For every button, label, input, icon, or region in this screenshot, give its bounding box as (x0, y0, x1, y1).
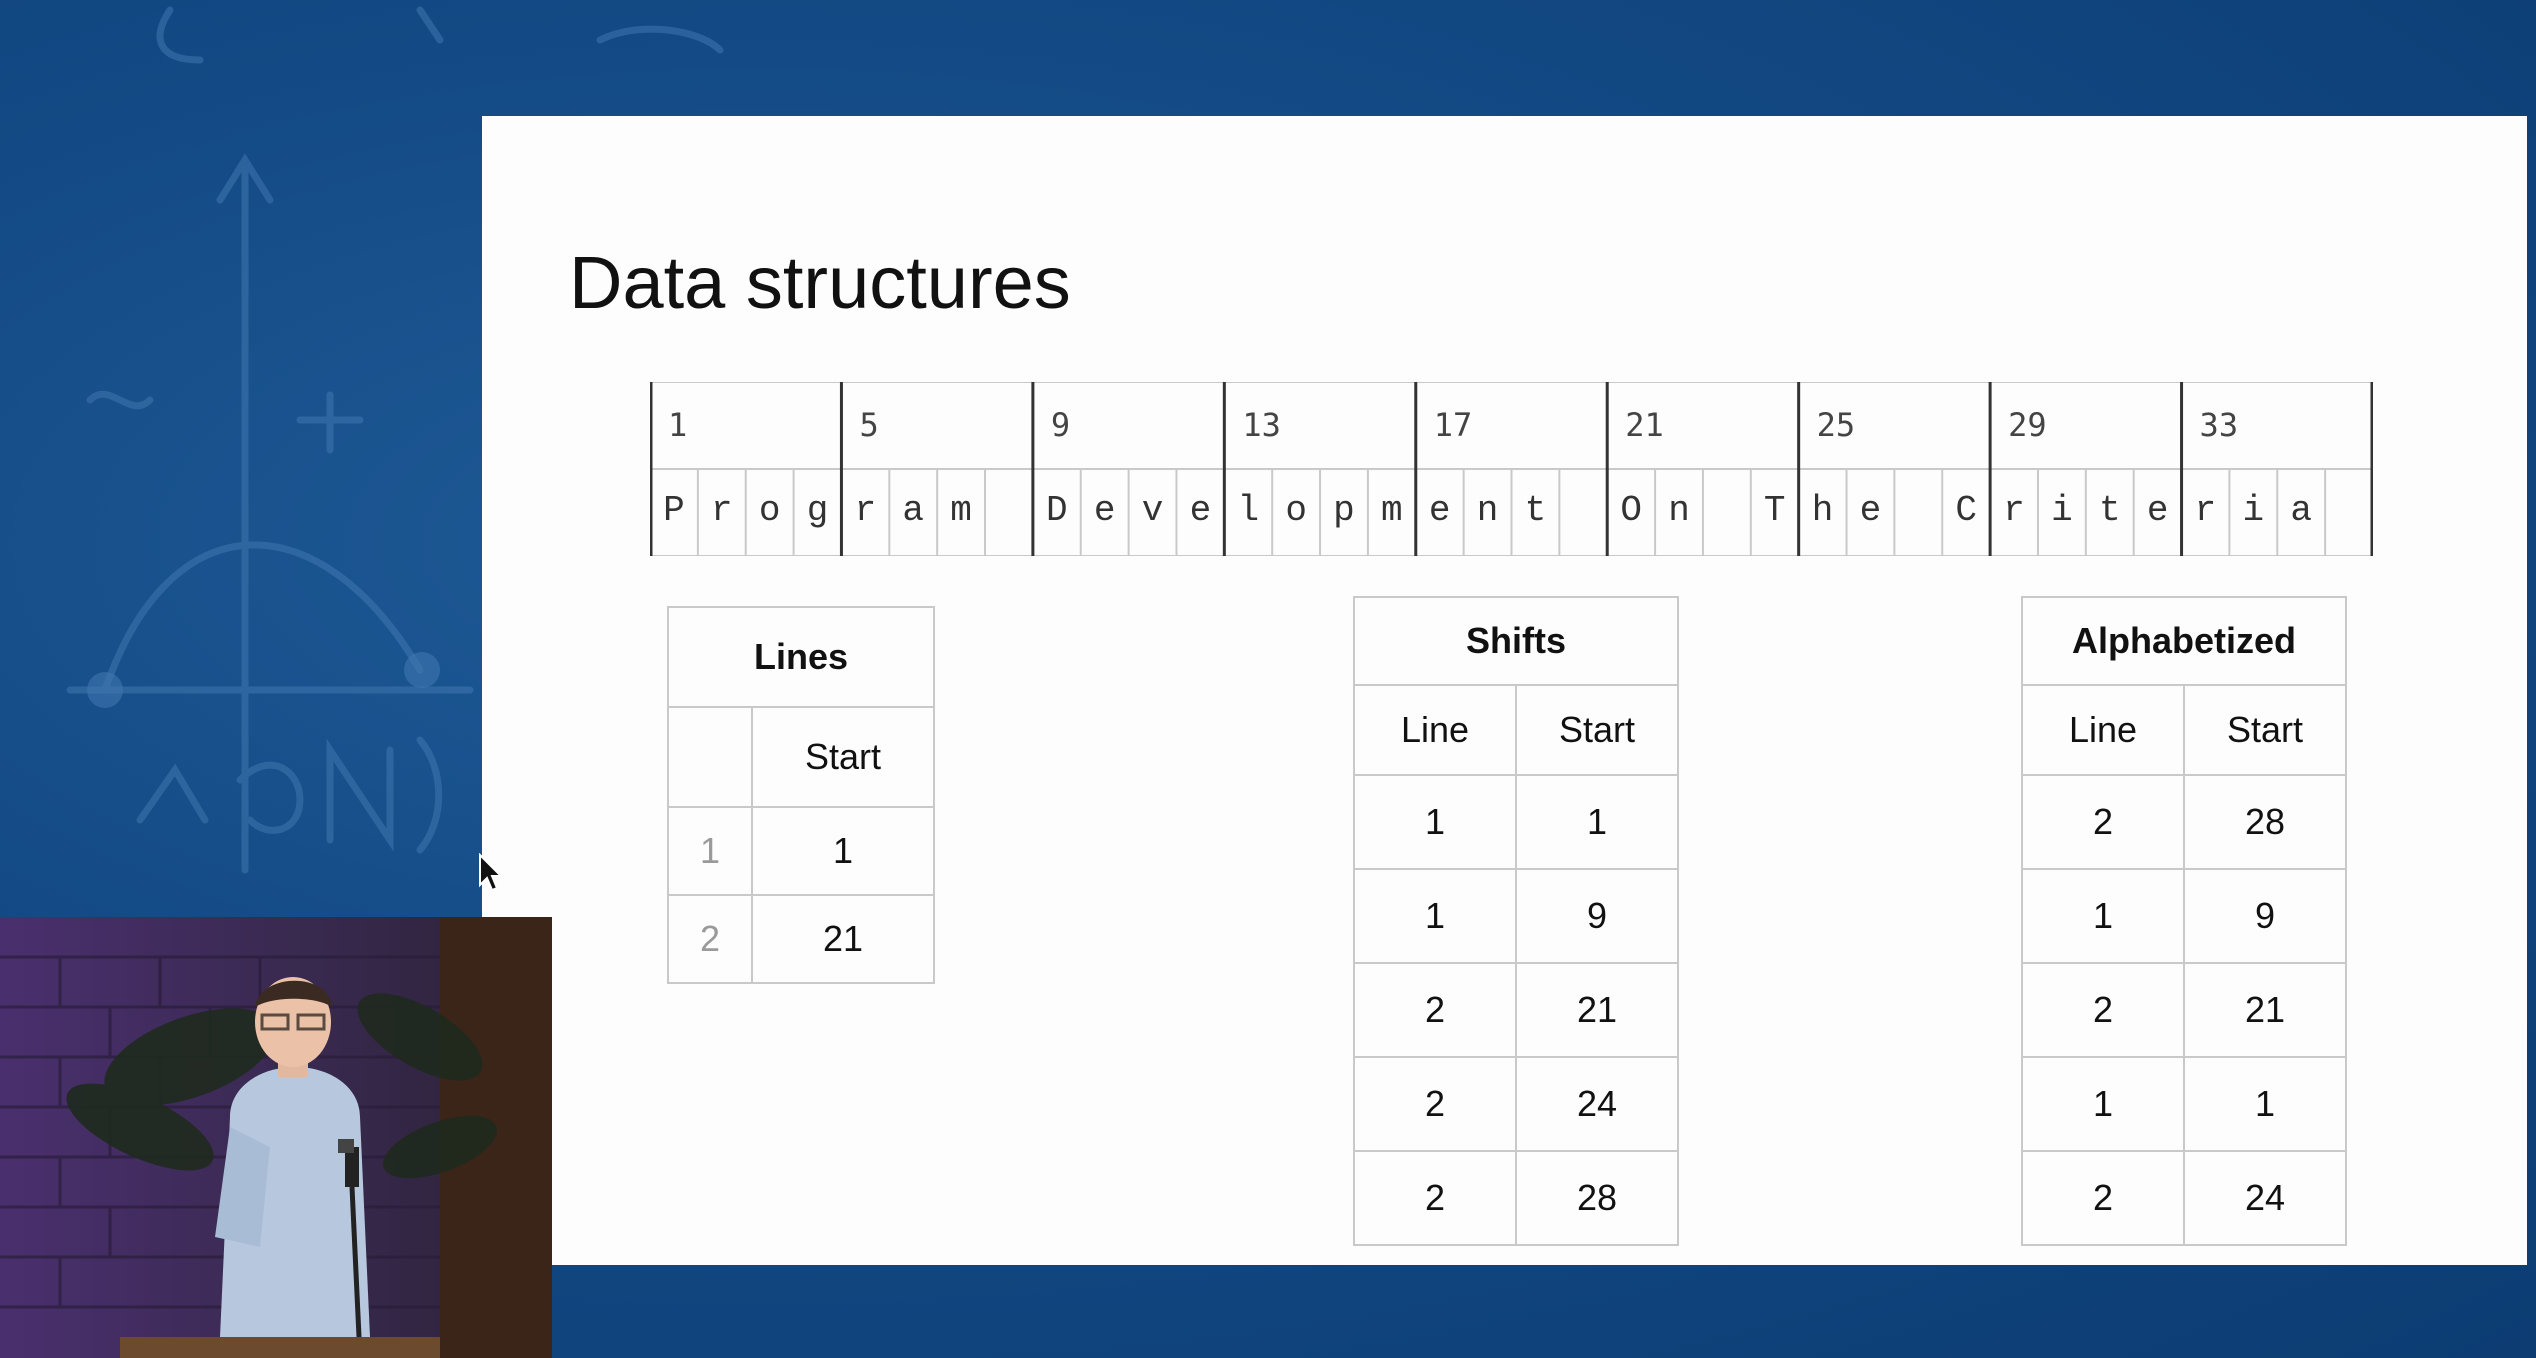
memory-char-cell: v (1141, 490, 1164, 531)
table-cell: 21 (1515, 962, 1679, 1058)
memory-char-cell: O (1620, 490, 1642, 531)
table-cell: 2 (1353, 1150, 1517, 1246)
table-row: 1 1 (667, 806, 935, 896)
memory-char-cell: i (2242, 490, 2265, 531)
memory-cells-grid (650, 382, 2373, 556)
table-row: 2 24 (1353, 1056, 1679, 1152)
table-cell: 2 (1353, 962, 1517, 1058)
memory-index-label: 33 (2199, 406, 2239, 444)
memory-char-cell: e (1428, 490, 1451, 531)
slide-title: Data structures (569, 241, 1071, 324)
mouse-cursor-icon (479, 853, 504, 892)
memory-char-cell: e (2146, 490, 2169, 531)
table-row: 2 21 (1353, 962, 1679, 1058)
memory-index-label: 13 (1242, 406, 1281, 444)
table-cell: 2 (2021, 774, 2185, 870)
table-row: 2 21 (2021, 962, 2347, 1058)
memory-char-cell: r (2194, 490, 2217, 531)
table-cell: 2 (1353, 1056, 1517, 1152)
memory-char-cell: P (663, 490, 685, 531)
table-cell: 1 (2021, 868, 2185, 964)
memory-char-cell: o (1285, 490, 1307, 531)
memory-index-label: 1 (668, 406, 688, 444)
memory-char-cell: n (1668, 490, 1690, 531)
table-cell: 1 (1515, 774, 1679, 870)
memory-index-label: 9 (1050, 406, 1071, 444)
memory-index-label: 29 (2008, 406, 2047, 444)
table-header-cell: Start (1515, 684, 1679, 776)
table-cell: 1 (1353, 868, 1517, 964)
speaker-video-frame (0, 917, 552, 1358)
table-row: 2 24 (2021, 1150, 2347, 1246)
table-cell: 21 (2183, 962, 2347, 1058)
table-cell: 28 (1515, 1150, 1679, 1246)
memory-char-cell: D (1046, 490, 1068, 531)
memory-char-cell: h (1811, 490, 1834, 531)
table-cell: 1 (751, 806, 935, 896)
table-header-cell (667, 706, 753, 808)
table-cell: 24 (1515, 1056, 1679, 1152)
memory-char-cell: e (1189, 490, 1212, 531)
table-cell: 1 (2021, 1056, 2185, 1152)
memory-index-label: 25 (1816, 406, 1856, 444)
table-header-cell: Start (2183, 684, 2347, 776)
memory-char-cell: m (950, 490, 972, 531)
table-cell: 1 (1353, 774, 1517, 870)
table-cell: 1 (2183, 1056, 2347, 1152)
table-header-cell: Start (751, 706, 935, 808)
table-row: 2 28 (2021, 774, 2347, 870)
table-row: 2 21 (667, 894, 935, 984)
memory-char-cell: a (2290, 490, 2312, 531)
table-cell: 24 (2183, 1150, 2347, 1246)
table-header-cell: Line (1353, 684, 1517, 776)
memory-char-cell: l (1237, 490, 1260, 531)
memory-char-cell: r (710, 490, 733, 531)
memory-index-label: 21 (1625, 406, 1664, 444)
memory-char-cell: T (1763, 490, 1786, 531)
table-title: Lines (667, 606, 935, 708)
memory-char-cell: t (2098, 490, 2121, 531)
memory-char-cell: o (758, 490, 781, 531)
memory-char-cell: e (1859, 490, 1882, 531)
table-cell: 21 (751, 894, 935, 984)
table-title: Alphabetized (2021, 596, 2347, 686)
memory-char-cell: i (2051, 490, 2073, 531)
speaker-webcam-video (0, 917, 552, 1358)
memory-char-cell: t (1524, 490, 1547, 531)
memory-index-label: 17 (1433, 406, 1473, 444)
table-cell: 2 (2021, 962, 2185, 1058)
table-cell: 9 (1515, 868, 1679, 964)
table-cell: 28 (2183, 774, 2347, 870)
memory-char-cell: g (806, 490, 829, 531)
table-cell: 2 (667, 894, 753, 984)
memory-char-cell: C (1955, 490, 1977, 531)
memory-index-label: 5 (859, 406, 879, 444)
table-header-cell: Line (2021, 684, 2185, 776)
table-cell: 2 (2021, 1150, 2185, 1246)
memory-char-cell: e (1093, 490, 1116, 531)
memory-char-cell: n (1476, 490, 1499, 531)
memory-char-cell: a (902, 490, 925, 531)
table-row: 2 28 (1353, 1150, 1679, 1246)
table-cell: 1 (667, 806, 753, 896)
table-cell: 9 (2183, 868, 2347, 964)
memory-char-cell: m (1381, 490, 1403, 531)
table-title: Shifts (1353, 596, 1679, 686)
memory-char-cell: p (1333, 490, 1355, 531)
memory-char-cell: r (854, 490, 877, 531)
memory-char-cell: r (2003, 490, 2025, 531)
lines-table: Lines Start 1 1 2 21 (667, 606, 935, 984)
